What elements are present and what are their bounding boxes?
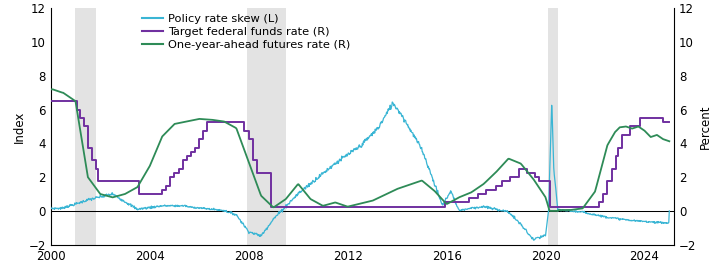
Legend: Policy rate skew (L), Target federal funds rate (R), One-year-ahead futures rate: Policy rate skew (L), Target federal fun… <box>138 9 355 54</box>
Bar <box>247 8 286 245</box>
Bar <box>75 8 96 245</box>
Y-axis label: Index: Index <box>13 110 25 143</box>
Y-axis label: Percent: Percent <box>700 104 712 149</box>
Bar <box>547 8 558 245</box>
